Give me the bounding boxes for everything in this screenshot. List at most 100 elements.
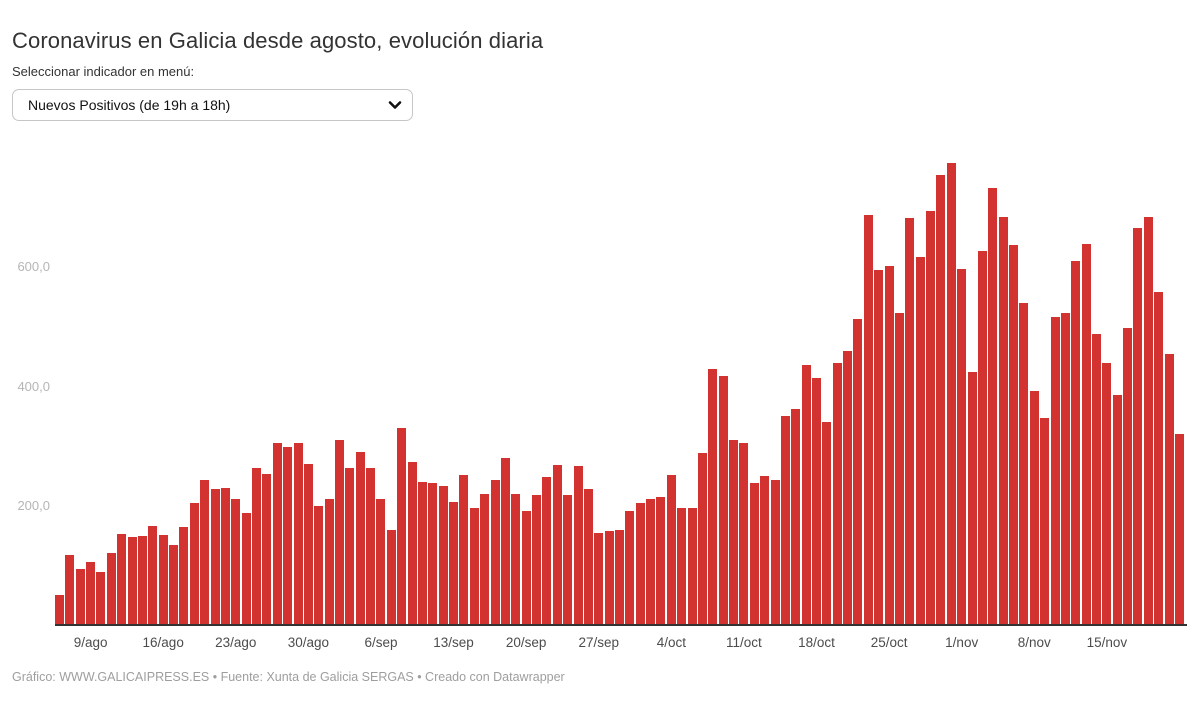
bar [563,495,573,625]
x-tick-label: 9/ago [73,635,108,650]
bar [1071,261,1081,625]
bar [625,510,635,625]
bar [459,474,469,625]
bar [853,319,863,625]
bar [863,214,873,625]
bar [760,476,770,625]
bar [687,507,697,625]
x-tick-label: 13/sep [433,635,474,650]
bar [936,175,946,625]
bar [1154,291,1164,625]
bar [832,362,842,625]
bar [977,251,987,625]
x-tick-label: 11/oct [726,635,762,650]
bar [604,530,614,625]
bar [998,216,1008,625]
x-tick-label: 16/ago [142,635,184,650]
bar [407,461,417,625]
bar [1112,394,1122,625]
bar [1143,216,1153,625]
bar [646,498,656,625]
x-tick-label: 25/oct [870,635,908,650]
bar [469,507,479,625]
x-tick-label: 18/oct [798,635,835,650]
bar [55,595,64,625]
bar [635,502,645,625]
bar [179,527,189,625]
bar [656,496,666,625]
bar [189,503,199,625]
bar [376,499,386,625]
bar [1092,333,1101,625]
bar [1102,362,1112,625]
bar [957,269,967,625]
bar [480,493,490,625]
bar [449,501,459,625]
bar [148,526,158,625]
bar [210,489,220,625]
bar [86,562,96,625]
bar [967,371,977,625]
y-tick-label: 200,0 [17,497,50,513]
bar [262,473,272,625]
bar [511,493,521,625]
indicator-instruction: Seleccionar indicador en menú: [12,64,195,79]
bar [583,489,593,625]
x-tick-label: 20/sep [505,635,547,650]
bar [594,533,604,625]
bar [697,453,707,625]
bar [739,442,749,625]
bar [1081,243,1091,625]
x-tick-label: 27/sep [578,635,619,650]
bar [926,210,936,625]
bar [500,458,510,625]
bar [117,534,127,625]
bar [614,529,624,625]
bar [905,217,915,625]
bar [708,369,718,625]
bar [75,568,85,625]
bar [729,439,739,625]
bar [843,350,853,625]
bar [200,479,210,625]
bar [106,553,116,625]
bar [812,377,821,625]
indicator-select[interactable]: Nuevos Positivos (de 19h a 18h) [12,89,413,121]
bar [780,415,790,625]
bar [303,464,313,625]
bar [749,483,759,625]
x-tick-label: 15/nov [1086,635,1128,650]
bar [283,446,293,625]
x-tick-label: 1/nov [945,635,979,650]
page-title: Coronavirus en Galicia desde agosto, evo… [12,27,544,53]
bar [231,499,241,625]
bar [532,495,542,625]
bar [988,188,998,625]
bar [770,480,780,625]
bar [884,266,894,625]
bar [677,507,687,625]
bar [272,442,282,625]
y-tick-label: 600,0 [17,259,50,275]
bar [314,505,324,625]
bar [894,312,904,625]
x-tick-label: 23/ago [215,635,257,650]
bar [1050,317,1060,625]
bar [1123,327,1133,625]
bar [1029,391,1039,625]
bar [1174,433,1184,625]
bar [521,510,531,625]
bar [542,476,552,625]
bar [386,530,396,625]
bar [1164,353,1174,625]
bar [438,486,448,625]
x-tick-label: 6/sep [364,635,398,650]
bar [1009,244,1019,625]
bar [137,535,147,625]
bar [65,555,75,625]
bar [801,364,811,625]
bar [552,465,562,625]
bar [252,467,262,625]
bar [428,482,438,625]
